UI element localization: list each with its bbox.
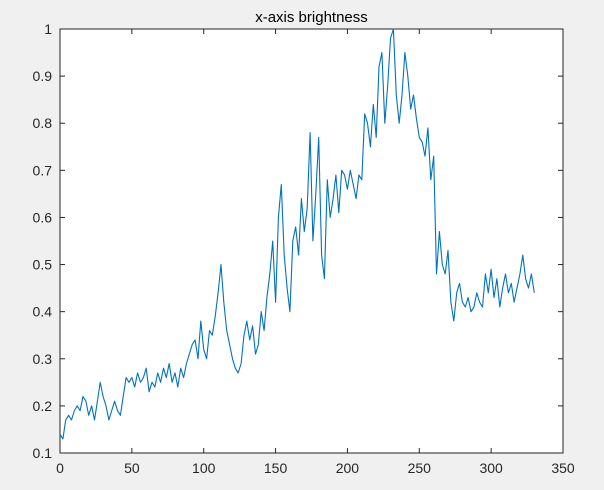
y-tick-label: 0.3 [33,351,53,367]
plot-area [59,28,564,454]
x-tick-label: 0 [56,460,64,476]
x-tick-label: 300 [479,460,503,476]
x-tick-label: 100 [192,460,216,476]
y-tick-label: 0.4 [33,304,53,320]
x-axis-ticks: 0 50 100 150 200 250 300 350 [56,29,575,476]
y-tick-label: 0.6 [33,209,53,225]
chart-title: x-axis brightness [255,9,368,26]
series-layer [59,28,535,440]
y-tick-label: 0.5 [33,257,53,273]
x-tick-label: 250 [408,460,432,476]
x-tick-label: 350 [551,460,575,476]
x-tick-label: 200 [336,460,360,476]
series-line [59,28,535,440]
y-tick-label: 0.7 [33,162,53,178]
y-tick-label: 1 [44,21,52,37]
x-tick-label: 50 [124,460,140,476]
y-axis-ticks: 0.1 0.2 0.3 0.4 0.5 0.6 0.7 0.8 0.9 1 [33,21,563,461]
y-tick-label: 0.9 [33,68,53,84]
y-tick-label: 0.1 [33,445,53,461]
y-tick-label: 0.2 [33,398,53,414]
y-tick-label: 0.8 [33,115,53,131]
x-tick-label: 150 [264,460,288,476]
